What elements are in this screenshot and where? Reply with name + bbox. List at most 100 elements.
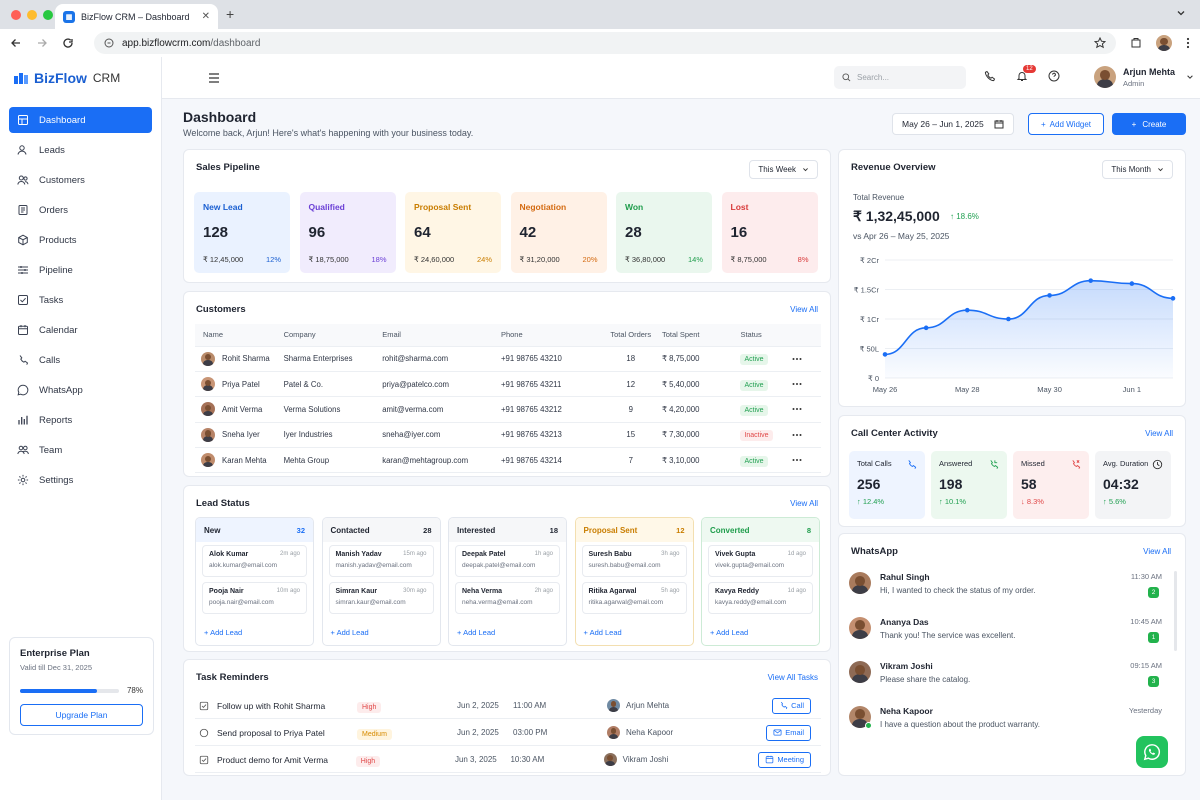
- data-point[interactable]: [923, 325, 929, 331]
- call-stat-missed[interactable]: Missed 58 ↓ 8.3%: [1013, 451, 1089, 519]
- pipeline-stage-proposal-sent[interactable]: Proposal Sent 64 ₹ 24,60,000 24%: [405, 192, 501, 273]
- lead-card[interactable]: Neha Verma neha.verma@email.com 2h ago: [455, 582, 560, 614]
- task-checkbox[interactable]: [199, 728, 209, 738]
- forward-icon[interactable]: [36, 37, 48, 49]
- add-lead-button[interactable]: + Add Lead: [204, 628, 242, 637]
- add-widget-button[interactable]: + Add Widget: [1028, 113, 1104, 135]
- pipeline-stage-lost[interactable]: Lost 16 ₹ 8,75,000 8%: [721, 192, 818, 273]
- phone-button[interactable]: [984, 70, 996, 82]
- call-stat-total-calls[interactable]: Total Calls 256 ↑ 12.4%: [849, 451, 925, 519]
- table-row[interactable]: Sneha Iyer Iyer Industries sneha@iyer.com +…: [195, 422, 821, 449]
- whatsapp-message[interactable]: Rahul Singh Hi, I wanted to check the sta…: [849, 570, 1174, 610]
- sidebar-item-orders[interactable]: Orders: [9, 197, 152, 223]
- add-lead-button[interactable]: + Add Lead: [331, 628, 369, 637]
- sidebar-item-whatsapp[interactable]: WhatsApp: [9, 377, 152, 403]
- data-point[interactable]: [1006, 316, 1011, 322]
- sidebar-item-dashboard[interactable]: Dashboard: [9, 107, 152, 133]
- create-button[interactable]: + Create: [1112, 113, 1186, 135]
- sidebar-item-reports[interactable]: Reports: [9, 407, 152, 433]
- row-actions-button[interactable]: [790, 447, 821, 474]
- task-row[interactable]: Product demo for Amit Verma High Jun 3, 20…: [195, 747, 821, 773]
- row-actions-button[interactable]: [790, 371, 821, 398]
- search-input[interactable]: Search...: [834, 66, 966, 89]
- scrollbar[interactable]: [1174, 571, 1177, 651]
- notifications-button[interactable]: 12: [1016, 65, 1036, 82]
- data-point[interactable]: [964, 307, 970, 313]
- task-meeting-button[interactable]: Meeting: [758, 751, 811, 768]
- whatsapp-message[interactable]: Vikram Joshi Please share the catalog. 09:…: [849, 659, 1174, 699]
- lead-card[interactable]: Alok Kumar alok.kumar@email.com 2m ago: [202, 545, 307, 577]
- browser-tab[interactable]: ▦ BizFlow CRM – Dashboard ✕: [55, 4, 218, 29]
- brand-logo[interactable]: BizFlow CRM: [0, 57, 161, 99]
- help-button[interactable]: [1048, 70, 1060, 82]
- pipeline-period-select[interactable]: This Week: [749, 160, 818, 179]
- sidebar-item-tasks[interactable]: Tasks: [9, 287, 152, 313]
- more-menu-icon[interactable]: [1186, 37, 1190, 49]
- revenue-period-select[interactable]: This Month: [1102, 160, 1173, 179]
- customers-view-all-link[interactable]: View All: [790, 305, 818, 314]
- whatsapp-view-all-link[interactable]: View All: [1143, 547, 1171, 556]
- call-stat-avg-duration[interactable]: Avg. Duration 04:32 ↑ 5.6%: [1095, 451, 1171, 519]
- lead-status-view-all-link[interactable]: View All: [790, 499, 818, 508]
- bookmark-star-icon[interactable]: [1094, 37, 1106, 49]
- sidebar-item-customers[interactable]: Customers: [9, 167, 152, 193]
- lead-card[interactable]: Ritika Agarwal ritika.agarwal@email.com 5h…: [581, 582, 687, 614]
- new-tab-button[interactable]: +: [226, 6, 235, 22]
- profile-avatar[interactable]: [1156, 35, 1172, 51]
- whatsapp-message[interactable]: Ananya Das Thank you! The service was exc…: [849, 615, 1174, 655]
- call-stat-answered[interactable]: Answered 198 ↑ 10.1%: [931, 451, 1007, 519]
- data-point[interactable]: [882, 352, 888, 357]
- upgrade-plan-button[interactable]: Upgrade Plan: [20, 704, 143, 726]
- task-call-button[interactable]: Call: [772, 697, 811, 714]
- pipeline-stage-new-lead[interactable]: New Lead 128 ₹ 12,45,000 12%: [194, 192, 290, 273]
- row-actions-button[interactable]: [790, 396, 821, 423]
- task-checkbox-checked[interactable]: [199, 701, 209, 711]
- lead-card[interactable]: Pooja Nair pooja.nair@email.com 10m ago: [202, 582, 307, 614]
- task-email-button[interactable]: Email: [766, 724, 811, 741]
- menu-toggle-button[interactable]: [200, 67, 228, 89]
- sidebar-item-pipeline[interactable]: Pipeline: [9, 257, 152, 283]
- task-checkbox-checked[interactable]: [199, 755, 209, 765]
- table-row[interactable]: Rohit Sharma Sharma Enterprises rohit@shar…: [195, 346, 821, 372]
- row-actions-button[interactable]: [790, 346, 821, 372]
- tasks-view-all-link[interactable]: View All Tasks: [767, 673, 818, 682]
- url-bar[interactable]: app.bizflowcrm.com/dashboard: [94, 32, 1116, 54]
- table-row[interactable]: Priya Patel Patel & Co. priya@patelco.com +…: [195, 371, 821, 398]
- maximize-window-button[interactable]: [43, 10, 53, 20]
- minimize-window-button[interactable]: [27, 10, 37, 20]
- table-row[interactable]: Amit Verma Verma Solutions amit@verma.com +…: [195, 396, 821, 423]
- lead-card[interactable]: Simran Kaur simran.kaur@email.com 30m ago: [328, 582, 434, 614]
- task-row[interactable]: Send proposal to Priya Patel Medium Jun 2,…: [195, 720, 821, 746]
- row-actions-button[interactable]: [790, 422, 821, 449]
- lead-card[interactable]: Kavya Reddy kavya.reddy@email.com 1d ago: [708, 582, 813, 614]
- sidebar-item-calls[interactable]: Calls: [9, 347, 152, 373]
- chevron-down-icon[interactable]: [1176, 8, 1186, 18]
- calls-view-all-link[interactable]: View All: [1145, 429, 1173, 438]
- add-lead-button[interactable]: + Add Lead: [584, 628, 622, 637]
- whatsapp-message[interactable]: Neha Kapoor I have a question about the p…: [849, 704, 1174, 744]
- site-info-icon[interactable]: [104, 38, 114, 48]
- back-icon[interactable]: [10, 37, 22, 49]
- sidebar-item-products[interactable]: Products: [9, 227, 152, 253]
- sidebar-item-team[interactable]: Team: [9, 437, 152, 463]
- sidebar-item-settings[interactable]: Settings: [9, 467, 152, 493]
- extensions-icon[interactable]: [1130, 37, 1142, 49]
- lead-card[interactable]: Suresh Babu suresh.babu@email.com 3h ago: [581, 545, 687, 577]
- pipeline-stage-qualified[interactable]: Qualified 96 ₹ 18,75,000 18%: [299, 192, 396, 273]
- user-menu[interactable]: Arjun Mehta Admin: [1094, 66, 1194, 88]
- data-point[interactable]: [1088, 278, 1094, 283]
- lead-card[interactable]: Deepak Patel deepak.patel@email.com 1h ago: [455, 545, 560, 577]
- data-point[interactable]: [1047, 293, 1052, 298]
- add-lead-button[interactable]: + Add Lead: [710, 628, 748, 637]
- sidebar-item-leads[interactable]: Leads: [9, 137, 152, 163]
- pipeline-stage-won[interactable]: Won 28 ₹ 36,80,000 14%: [616, 192, 712, 273]
- lead-card[interactable]: Manish Yadav manish.yadav@email.com 15m ag…: [328, 545, 434, 577]
- pipeline-stage-negotiation[interactable]: Negotiation 42 ₹ 31,20,000 20%: [510, 192, 607, 273]
- data-point[interactable]: [1170, 296, 1176, 301]
- date-range-picker[interactable]: May 26 – Jun 1, 2025: [892, 113, 1014, 135]
- whatsapp-fab-button[interactable]: [1136, 736, 1168, 768]
- add-lead-button[interactable]: + Add Lead: [457, 628, 495, 637]
- lead-card[interactable]: Vivek Gupta vivek.gupta@email.com 1d ago: [708, 545, 813, 577]
- data-point[interactable]: [1129, 281, 1135, 286]
- task-row[interactable]: Follow up with Rohit Sharma High Jun 2, 20…: [195, 693, 821, 719]
